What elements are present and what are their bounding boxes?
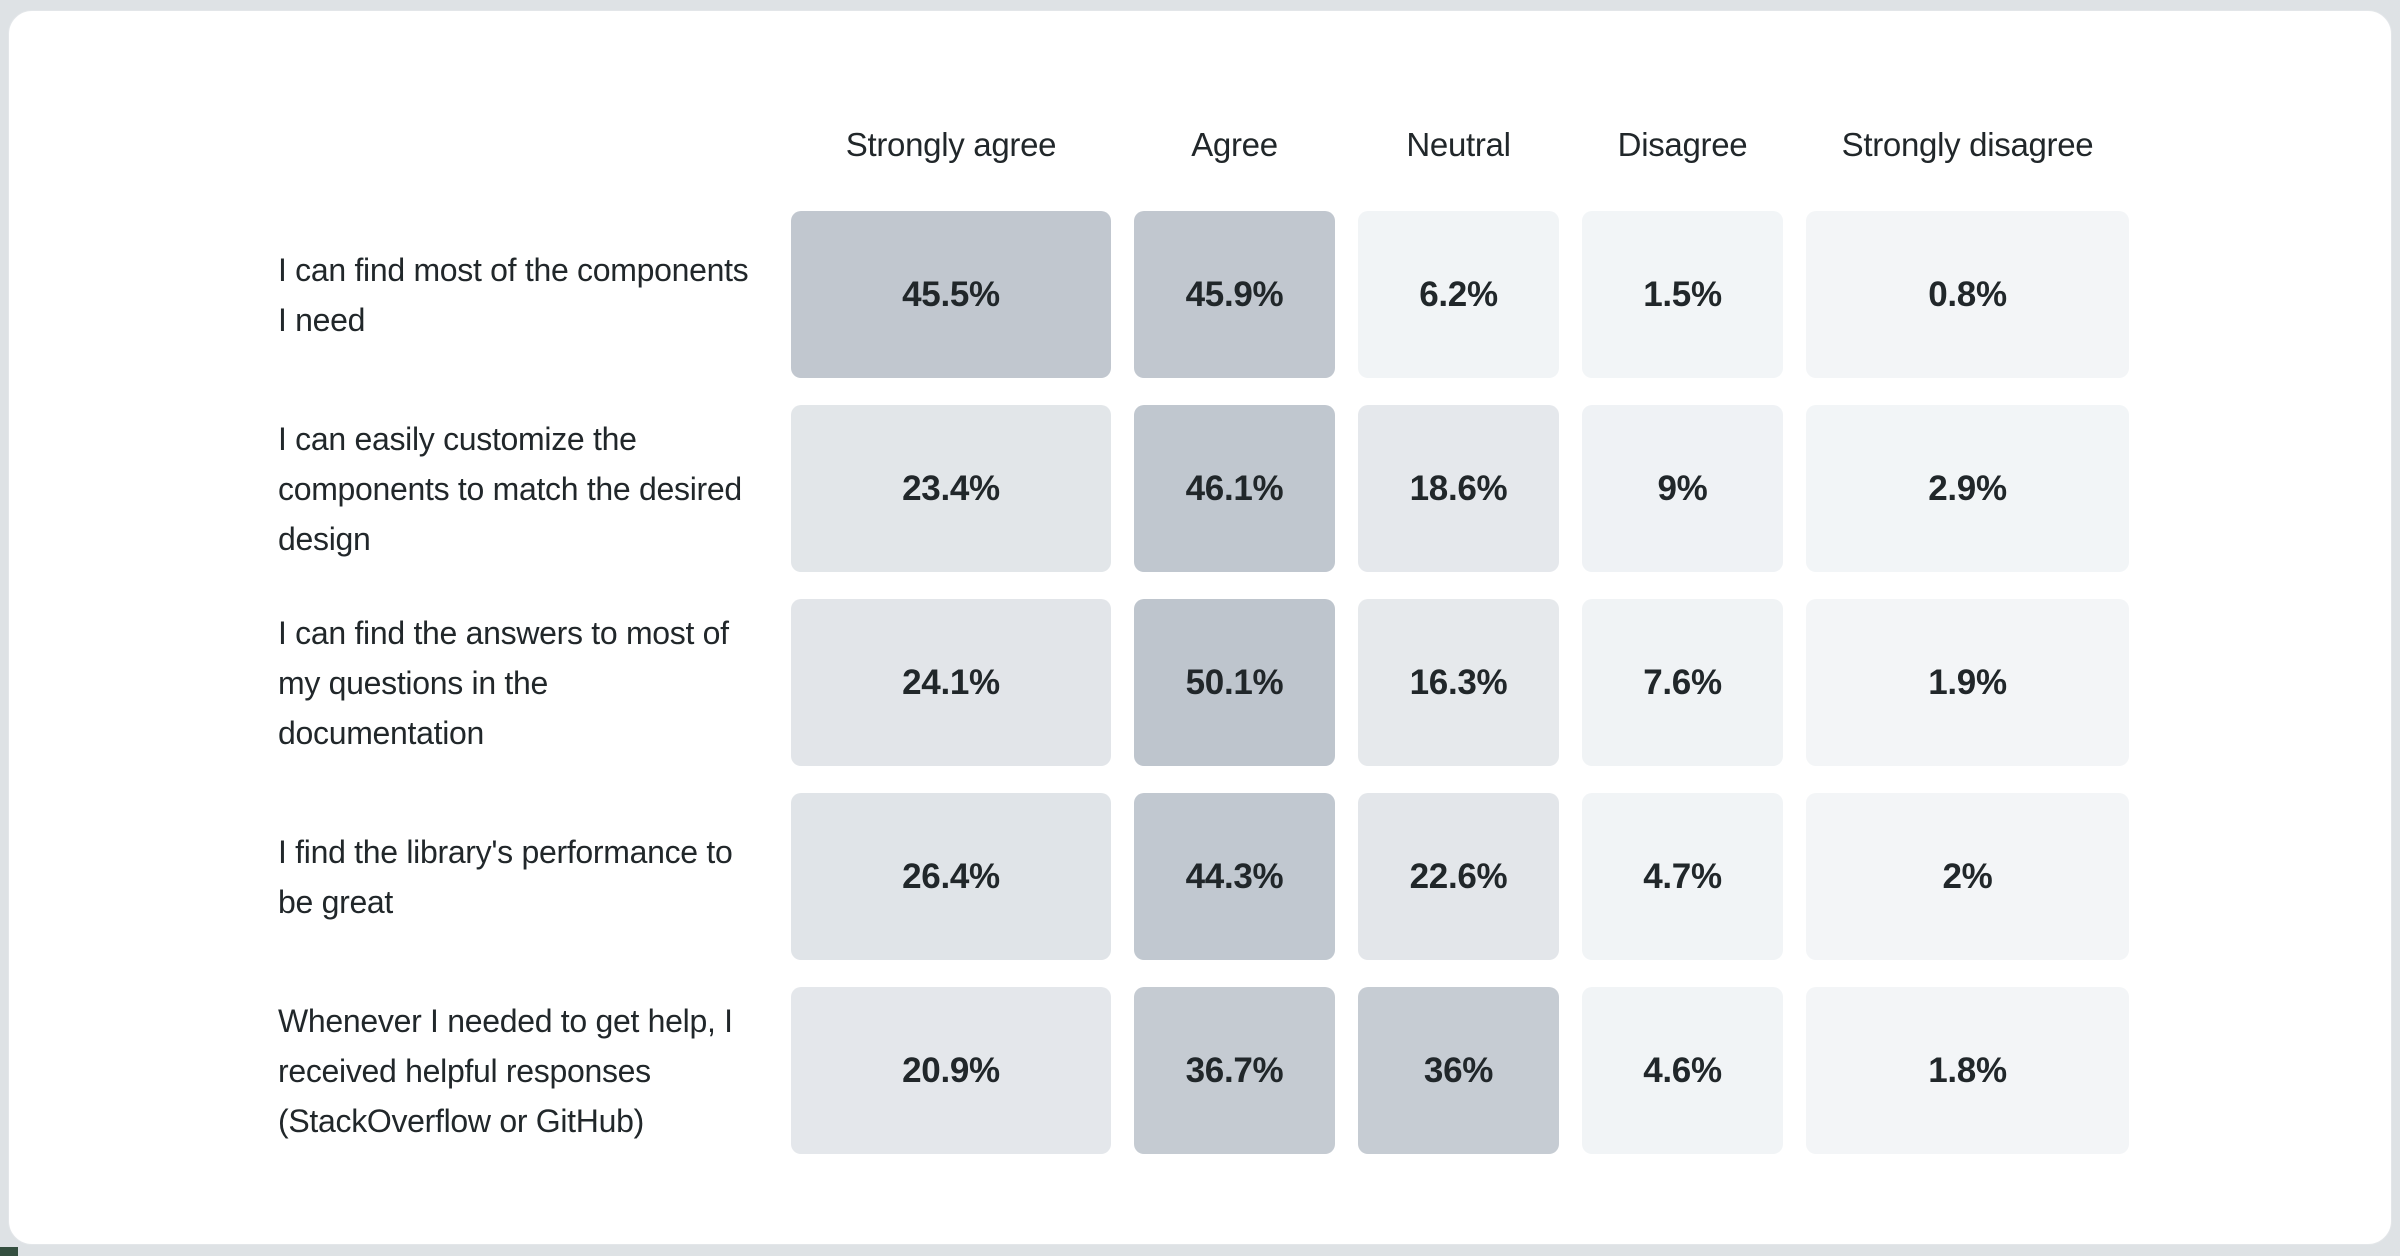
heatmap-cell: 50.1% bbox=[1134, 599, 1335, 766]
column-header-agree: Agree bbox=[1191, 126, 1278, 163]
heatmap-cell: 36.7% bbox=[1134, 987, 1335, 1154]
heatmap-cell: 18.6% bbox=[1358, 405, 1559, 572]
row-label-text: I can find the answers to most of my que… bbox=[278, 614, 729, 751]
row-label: Whenever I needed to get help, I receive… bbox=[278, 987, 768, 1154]
heatmap-cell: 2% bbox=[1806, 793, 2129, 960]
heatmap-cell: 1.5% bbox=[1582, 211, 1783, 378]
row-label: I can find most of the components I need bbox=[278, 211, 768, 378]
column-header-strongly-agree: Strongly agree bbox=[845, 126, 1057, 163]
column-header-strongly-disagree: Strongly disagree bbox=[1841, 126, 2094, 163]
row-label-text: Whenever I needed to get help, I receive… bbox=[278, 1002, 733, 1139]
row-label-text: I can easily customize the components to… bbox=[278, 420, 742, 557]
heatmap-cell: 2.9% bbox=[1806, 405, 2129, 572]
background-fragment bbox=[0, 1247, 18, 1256]
heatmap-cell: 23.4% bbox=[791, 405, 1111, 572]
heatmap-cell: 7.6% bbox=[1582, 599, 1783, 766]
heatmap-cell: 6.2% bbox=[1358, 211, 1559, 378]
heatmap-cell: 4.7% bbox=[1582, 793, 1783, 960]
heatmap-cell: 45.9% bbox=[1134, 211, 1335, 378]
heatmap-cell: 1.9% bbox=[1806, 599, 2129, 766]
heatmap-cell: 20.9% bbox=[791, 987, 1111, 1154]
heatmap-cell: 44.3% bbox=[1134, 793, 1335, 960]
heatmap-cell: 16.3% bbox=[1358, 599, 1559, 766]
heatmap-cell: 4.6% bbox=[1582, 987, 1783, 1154]
heatmap-cell: 46.1% bbox=[1134, 405, 1335, 572]
survey-heatmap-card: Strongly agree Agree Neutral Disagree St… bbox=[8, 10, 2392, 1245]
heatmap-cell: 22.6% bbox=[1358, 793, 1559, 960]
heatmap-cell: 36% bbox=[1358, 987, 1559, 1154]
column-header-neutral: Neutral bbox=[1406, 126, 1511, 163]
row-label: I can find the answers to most of my que… bbox=[278, 599, 768, 766]
row-label-text: I find the library's performance to be g… bbox=[278, 833, 733, 920]
heatmap-cell: 26.4% bbox=[791, 793, 1111, 960]
column-header-disagree: Disagree bbox=[1617, 126, 1748, 163]
heatmap-cell: 45.5% bbox=[791, 211, 1111, 378]
heatmap-cell: 1.8% bbox=[1806, 987, 2129, 1154]
heatmap-cell: 24.1% bbox=[791, 599, 1111, 766]
row-label: I find the library's performance to be g… bbox=[278, 793, 768, 960]
survey-heatmap-table: Strongly agree Agree Neutral Disagree St… bbox=[278, 106, 2129, 1154]
header-spacer bbox=[278, 106, 768, 184]
row-label-text: I can find most of the components I need bbox=[278, 251, 749, 338]
heatmap-cell: 0.8% bbox=[1806, 211, 2129, 378]
heatmap-cell: 9% bbox=[1582, 405, 1783, 572]
row-label: I can easily customize the components to… bbox=[278, 405, 768, 572]
